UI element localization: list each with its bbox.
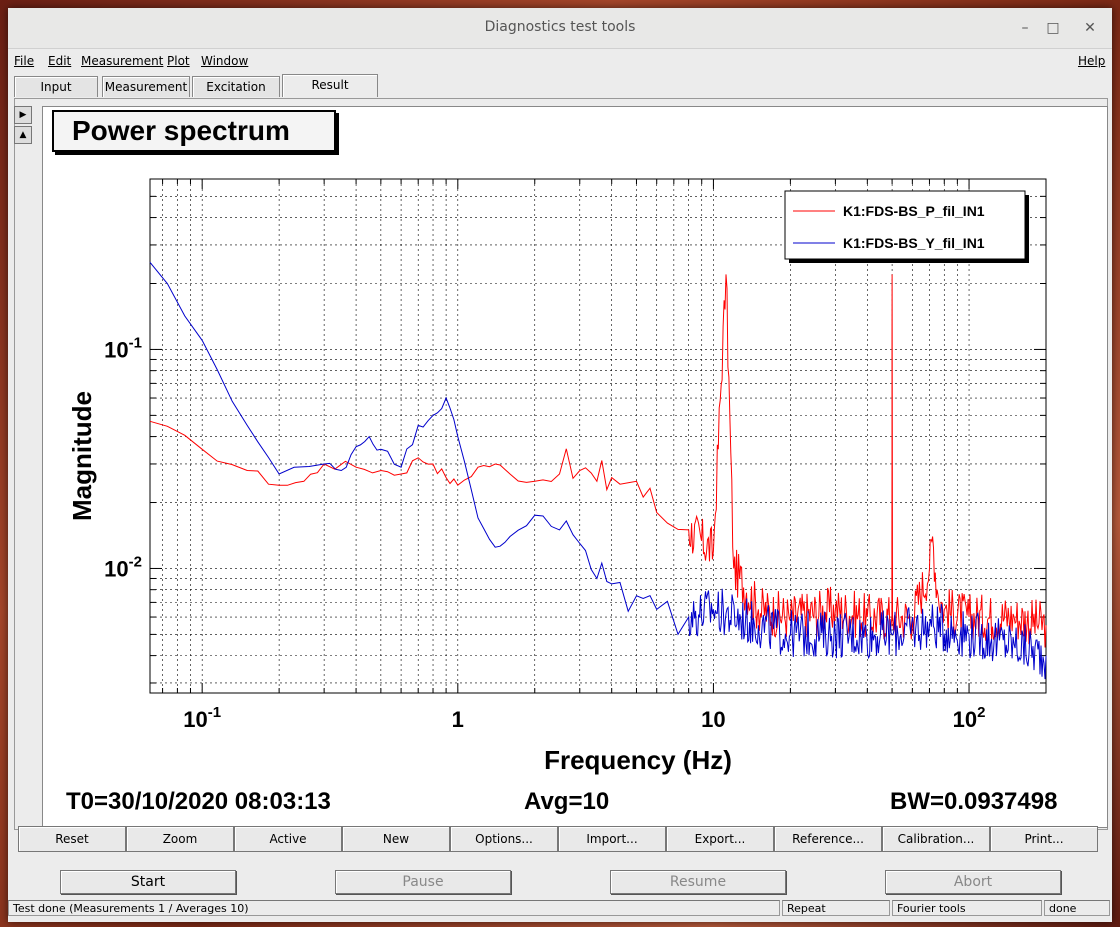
export-button[interactable]: Export... xyxy=(666,826,774,852)
pause-button[interactable]: Pause xyxy=(335,870,511,894)
start-button[interactable]: Start xyxy=(60,870,236,894)
t0-label: T0=30/10/2020 08:03:13 xyxy=(66,788,331,815)
title-bar: Diagnostics test tools – □ ✕ xyxy=(8,8,1112,49)
plot-button-row: Reset Zoom Active New Options... Import.… xyxy=(18,826,1106,852)
x-tick-label: 10-1 xyxy=(183,704,221,732)
menu-help[interactable]: Help xyxy=(1078,54,1106,68)
x-tick-label: 102 xyxy=(953,704,986,732)
x-tick-label: 10 xyxy=(701,707,725,732)
legend-label: K1:FDS-BS_Y_fil_IN1 xyxy=(843,235,985,251)
import-button[interactable]: Import... xyxy=(558,826,666,852)
window-title: Diagnostics test tools xyxy=(484,19,636,35)
reference-button[interactable]: Reference... xyxy=(774,826,882,852)
options-button[interactable]: Options... xyxy=(450,826,558,852)
legend-label: K1:FDS-BS_P_fil_IN1 xyxy=(843,203,985,219)
menu-bar: File Edit Measurement Plot Window Help xyxy=(8,52,1112,72)
bw-label: BW=0.0937498 xyxy=(890,788,1058,815)
x-tick-label: 1 xyxy=(452,707,464,732)
close-icon[interactable]: ✕ xyxy=(1084,20,1096,36)
status-bar: Test done (Measurements 1 / Averages 10)… xyxy=(8,900,1112,920)
menu-measurement[interactable]: Measurement xyxy=(81,54,164,68)
app-window: Diagnostics test tools – □ ✕ File Edit M… xyxy=(8,8,1112,922)
menu-window[interactable]: Window xyxy=(201,54,249,68)
arrow-right-icon[interactable]: ▶ xyxy=(14,106,32,124)
plot-canvas[interactable]: 10-1 1 10 102 10-2 10-1 Frequency (Hz) Magnitud… xyxy=(42,106,1108,828)
status-state: done xyxy=(1044,900,1110,916)
resume-button[interactable]: Resume xyxy=(610,870,786,894)
menu-file[interactable]: File xyxy=(14,54,35,68)
tab-input[interactable]: Input xyxy=(14,76,98,97)
plot-title: Power spectrum xyxy=(52,110,336,152)
calibration-button[interactable]: Calibration... xyxy=(882,826,990,852)
avg-label: Avg=10 xyxy=(524,788,610,815)
minimize-icon[interactable]: – xyxy=(1021,20,1029,36)
y-tick-label: 10-2 xyxy=(104,553,142,581)
new-button[interactable]: New xyxy=(342,826,450,852)
tab-measurement[interactable]: Measurement xyxy=(102,76,190,97)
zoom-button[interactable]: Zoom xyxy=(126,826,234,852)
menu-edit[interactable]: Edit xyxy=(48,54,72,68)
maximize-icon[interactable]: □ xyxy=(1046,20,1060,36)
spectrum-chart[interactable]: 10-1 1 10 102 10-2 10-1 Frequency (Hz) Magnitud… xyxy=(43,107,1107,827)
series-line xyxy=(149,274,1047,648)
status-tool: Fourier tools xyxy=(892,900,1042,916)
print-button[interactable]: Print... xyxy=(990,826,1098,852)
status-repeat: Repeat xyxy=(782,900,890,916)
menu-plot[interactable]: Plot xyxy=(167,54,190,68)
tab-excitation[interactable]: Excitation xyxy=(192,76,280,97)
y-axis-label: Magnitude xyxy=(67,391,97,521)
series-line xyxy=(149,261,1047,680)
tab-result[interactable]: Result xyxy=(282,74,378,97)
reset-button[interactable]: Reset xyxy=(18,826,126,852)
x-axis-label: Frequency (Hz) xyxy=(544,745,732,775)
arrow-up-icon[interactable]: ▲ xyxy=(14,126,32,144)
y-tick-label: 10-1 xyxy=(104,334,142,362)
status-message: Test done (Measurements 1 / Averages 10) xyxy=(8,900,780,916)
active-button[interactable]: Active xyxy=(234,826,342,852)
legend-box xyxy=(784,190,1026,260)
abort-button[interactable]: Abort xyxy=(885,870,1061,894)
